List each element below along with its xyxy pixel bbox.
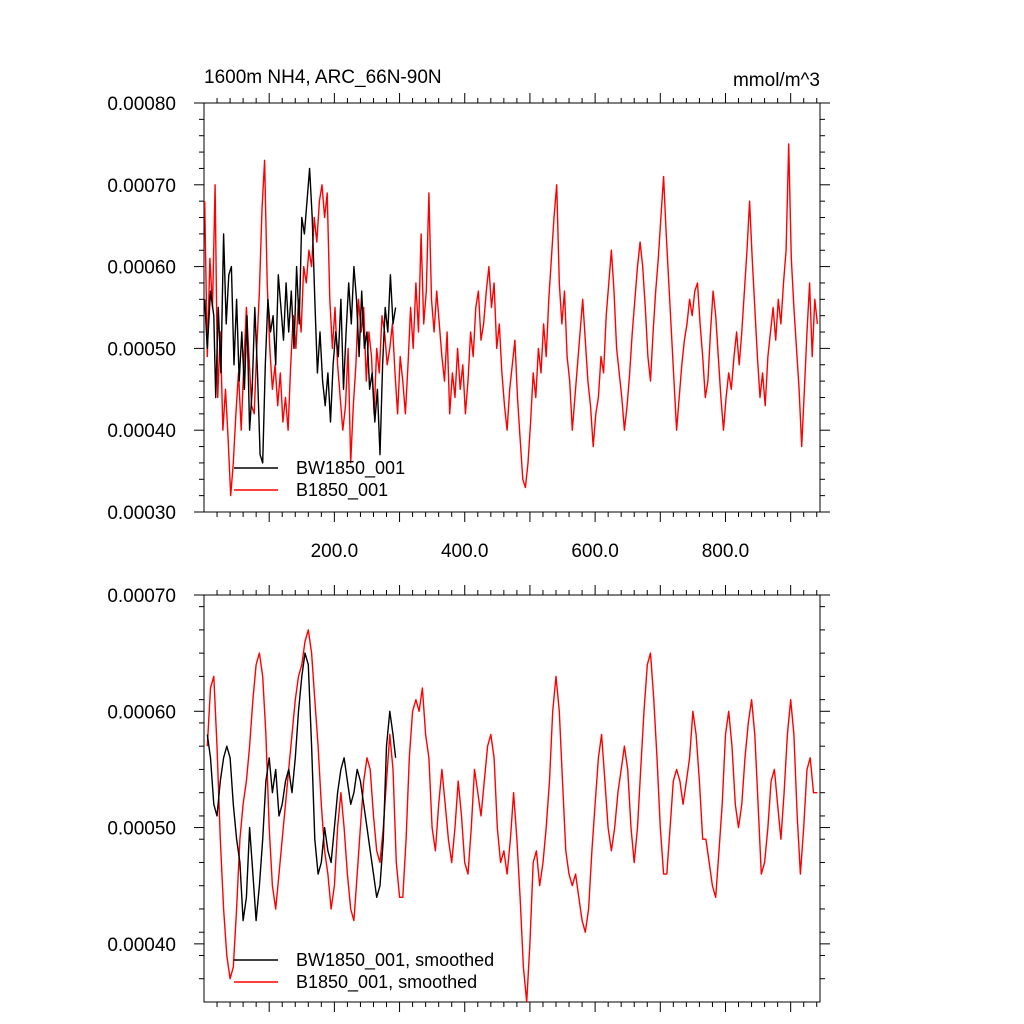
y-tick-label: 0.00080 (107, 94, 176, 115)
series-line-bw1850-001 (204, 167, 397, 464)
bottom-y-tick-labels: 0.00040 0.00050 0.00060 0.00070 (107, 586, 176, 956)
x-tick-label: 200.0 (311, 541, 359, 562)
y-tick-label: 0.00060 (107, 702, 176, 723)
units-label: mmol/m^3 (733, 70, 820, 91)
x-tick-label: 600.0 (571, 541, 619, 562)
chart-title: 1600m NH4, ARC_66N-90N (204, 67, 442, 88)
y-tick-label: 0.00030 (107, 503, 176, 524)
y-tick-label: 0.00050 (107, 819, 176, 840)
x-tick-label: 400.0 (441, 541, 489, 562)
bottom-plot-frame (203, 594, 821, 1003)
y-tick-label: 0.00070 (107, 176, 176, 197)
top-y-tick-labels: 0.00030 0.00040 0.00050 0.00060 0.00070 0.000… (107, 94, 176, 524)
top-x-tick-labels: 200.0 400.0 600.0 800.0 (311, 541, 750, 562)
y-tick-label: 0.00050 (107, 339, 176, 360)
series-line-bw1850-001-smoothed (206, 652, 397, 922)
y-tick-label: 0.00060 (107, 258, 176, 279)
legend-label: BW1850_001 (296, 458, 405, 479)
y-tick-label: 0.00040 (107, 935, 176, 956)
bottom-series-lines (206, 629, 818, 1002)
top-panel: 0.00030 0.00040 0.00050 0.00060 0.00070 0.000… (107, 93, 830, 562)
top-axis-ticks (194, 93, 830, 522)
y-tick-label: 0.00040 (107, 421, 176, 442)
series-line-b1850-001-smoothed (206, 629, 818, 1002)
x-tick-label: 800.0 (702, 541, 750, 562)
legend-label: B1850_001, smoothed (296, 972, 477, 993)
legend-label: B1850_001 (296, 480, 388, 501)
series-line-b1850-001 (204, 143, 819, 497)
top-series-lines (204, 143, 819, 497)
bottom-axis-ticks (194, 585, 830, 1012)
legend-label: BW1850_001, smoothed (296, 950, 494, 971)
y-tick-label: 0.00070 (107, 586, 176, 607)
bottom-panel: 0.00040 0.00050 0.00060 0.00070 BW1850_001,… (107, 585, 830, 1012)
top-plot-frame (203, 102, 821, 513)
